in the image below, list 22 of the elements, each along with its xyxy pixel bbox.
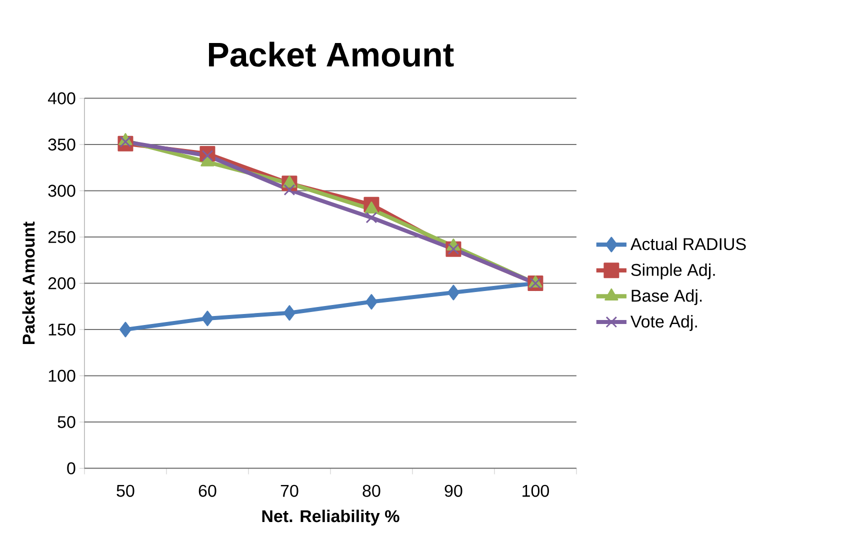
y-tick-label: 0 <box>67 462 76 474</box>
legend-label: Simple Adj. <box>631 263 715 280</box>
legend-label: Base Adj. <box>632 289 702 306</box>
y-tick-label: 250 <box>48 231 76 244</box>
y-axis-title: Packet Amount <box>22 222 35 344</box>
x-tick-label: 90 <box>444 484 462 497</box>
x-tick-label: 80 <box>362 484 380 497</box>
y-tick-label: 400 <box>48 92 76 104</box>
y-tick-label: 300 <box>48 184 76 197</box>
chart-title: Packet Amount <box>208 42 454 67</box>
x-tick-label: 70 <box>280 484 298 497</box>
y-tick-label: 50 <box>58 416 76 428</box>
x-tick-label: 100 <box>522 484 549 497</box>
legend-label: Actual RADIUS <box>630 238 746 250</box>
y-tick-label: 200 <box>48 277 76 290</box>
y-tick-label: 100 <box>48 370 76 382</box>
x-axis-title: Net. Reliability % <box>262 510 400 526</box>
legend-label: Vote Adj. <box>630 315 697 331</box>
x-tick-label: 60 <box>198 484 216 497</box>
y-tick-label: 150 <box>48 324 76 336</box>
y-tick-label: 350 <box>48 138 76 151</box>
x-tick-label: 50 <box>116 484 134 497</box>
